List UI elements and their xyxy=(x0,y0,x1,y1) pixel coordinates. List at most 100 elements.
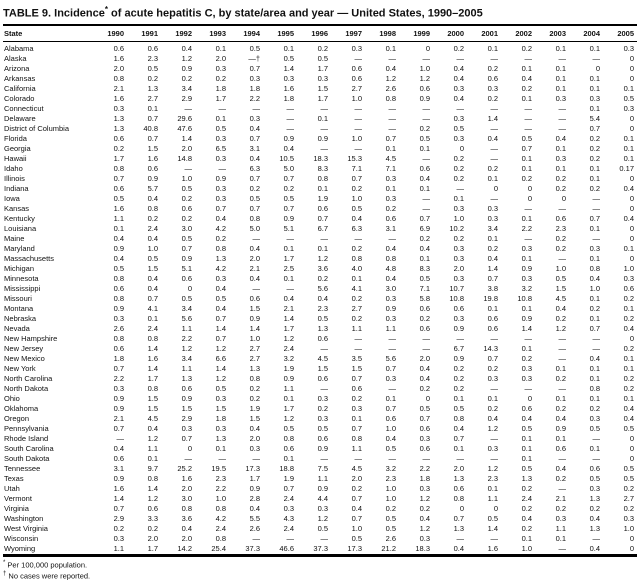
incidence-value: 0 xyxy=(629,233,634,243)
state-name: Kentucky xyxy=(4,213,35,223)
incidence-value: 1.1 xyxy=(113,213,124,223)
incidence-value: 0.5 xyxy=(453,123,464,133)
incidence-value: 0 xyxy=(629,223,634,233)
state-name: South Dakota xyxy=(4,453,50,463)
table-row: Nebraska 0.3 0.1 5.6 0.7 0.9 1.4 0.5 0.2 0.3 0.2 0.… xyxy=(3,314,637,324)
incidence-value: 0.2 xyxy=(555,473,566,483)
incidence-value: — xyxy=(592,453,601,463)
incidence-value: 0.3 xyxy=(487,203,498,213)
state-name: Mississippi xyxy=(4,283,41,293)
incidence-value: 0.1 xyxy=(589,363,600,373)
footnote-per-population: * Per 100,000 population. xyxy=(3,559,637,570)
incidence-value: — xyxy=(320,233,329,243)
incidence-value: 0.4 xyxy=(249,273,260,283)
incidence-value: 0.2 xyxy=(555,173,566,183)
incidence-value: 0.5 xyxy=(419,273,430,283)
state-name: Iowa xyxy=(4,193,20,203)
incidence-value: 0.2 xyxy=(521,503,532,513)
incidence-value: — xyxy=(456,533,465,543)
incidence-value: 0.9 xyxy=(419,93,430,103)
incidence-value: 0 xyxy=(629,113,634,123)
incidence-value: 1.9 xyxy=(317,193,328,203)
incidence-value: 0.7 xyxy=(215,333,226,343)
table-row: Michigan 0.5 1.5 5.1 4.2 2.1 2.5 3.6 4.0 4.8 8.3 2.… xyxy=(3,264,637,274)
incidence-value: 1.2 xyxy=(385,73,396,83)
incidence-value: 0.5 xyxy=(147,253,158,263)
incidence-value: 0.3 xyxy=(317,73,328,83)
state-name: New Hampshire xyxy=(4,333,58,343)
incidence-value: 4.8 xyxy=(385,263,396,273)
incidence-value: 1.4 xyxy=(215,323,226,333)
incidence-value: 0.8 xyxy=(147,473,158,483)
incidence-value: 0.2 xyxy=(555,233,566,243)
incidence-value: 1.4 xyxy=(147,483,158,493)
incidence-value: 0.3 xyxy=(453,243,464,253)
incidence-value: 1.4 xyxy=(113,493,124,503)
incidence-value: 1.9 xyxy=(283,473,294,483)
incidence-value: — xyxy=(592,433,601,443)
incidence-value: 1.6 xyxy=(113,93,124,103)
incidence-value: 4.4 xyxy=(317,493,328,503)
incidence-value: 18.3 xyxy=(313,153,328,163)
incidence-value: 0.1 xyxy=(555,63,566,73)
incidence-value: 1.7 xyxy=(147,373,158,383)
incidence-value: 2.3 xyxy=(215,473,226,483)
incidence-value: 0.6 xyxy=(317,203,328,213)
incidence-value: 0.4 xyxy=(147,423,158,433)
incidence-value: 0.3 xyxy=(215,133,226,143)
incidence-value: 0 xyxy=(629,123,634,133)
incidence-value: 0.5 xyxy=(317,313,328,323)
incidence-value: 0 xyxy=(629,193,634,203)
incidence-value: — xyxy=(252,233,261,243)
incidence-value: 1.0 xyxy=(521,543,532,553)
incidence-value: 0.5 xyxy=(453,403,464,413)
incidence-value: 1.3 xyxy=(215,433,226,443)
incidence-value: 3.4 xyxy=(487,223,498,233)
state-name: Virginia xyxy=(4,503,29,513)
incidence-value: 3.2 xyxy=(283,353,294,363)
incidence-value: 0.8 xyxy=(181,503,192,513)
incidence-value: 0.8 xyxy=(113,273,124,283)
incidence-value: 1.1 xyxy=(555,523,566,533)
incidence-value: 1.0 xyxy=(623,523,634,533)
incidence-value: 0.7 xyxy=(453,513,464,523)
incidence-value: 0.3 xyxy=(215,153,226,163)
incidence-value: 0.9 xyxy=(283,213,294,223)
incidence-value: 1.0 xyxy=(181,173,192,183)
incidence-value: 2.4 xyxy=(283,343,294,353)
incidence-value: 0.3 xyxy=(385,293,396,303)
incidence-value: 4.5 xyxy=(317,353,328,363)
incidence-value: 0.3 xyxy=(555,513,566,523)
incidence-value: 0.7 xyxy=(487,353,498,363)
incidence-value: 0.1 xyxy=(555,43,566,53)
incidence-value: 0.2 xyxy=(147,73,158,83)
incidence-value: 0.9 xyxy=(113,473,124,483)
incidence-value: 0.8 xyxy=(283,433,294,443)
incidence-value: 1.4 xyxy=(147,363,158,373)
incidence-value: — xyxy=(524,113,533,123)
incidence-value: 4.5 xyxy=(555,293,566,303)
incidence-value: 2.0 xyxy=(181,483,192,493)
incidence-value: 0.9 xyxy=(215,173,226,183)
incidence-value: 4.0 xyxy=(351,263,362,273)
incidence-value: — xyxy=(354,333,363,343)
table-title-footnote-marker: * xyxy=(104,5,108,14)
incidence-value: — xyxy=(388,113,397,123)
incidence-value: 0.5 xyxy=(181,233,192,243)
incidence-value: 0 xyxy=(527,193,532,203)
column-header-year-1992: 1992 xyxy=(161,24,195,42)
incidence-value: 1.0 xyxy=(147,243,158,253)
incidence-value: 0.2 xyxy=(419,123,430,133)
incidence-value: 0.1 xyxy=(113,223,124,233)
incidence-value: 0.7 xyxy=(113,363,124,373)
incidence-value: 2.0 xyxy=(453,463,464,473)
incidence-value: 0.3 xyxy=(521,373,532,383)
incidence-value: 1.0 xyxy=(385,493,396,503)
incidence-value: 0.6 xyxy=(317,333,328,343)
incidence-value: 0.4 xyxy=(453,423,464,433)
incidence-value: 0.4 xyxy=(317,293,328,303)
incidence-value: 0.6 xyxy=(589,463,600,473)
state-name: Louisiana xyxy=(4,223,37,233)
table-row: Mississippi 0.6 0.4 0 0.4 — — 5.6 4.1 3.0 7.1 10.7 3… xyxy=(3,284,637,294)
incidence-value: 25.2 xyxy=(177,463,192,473)
